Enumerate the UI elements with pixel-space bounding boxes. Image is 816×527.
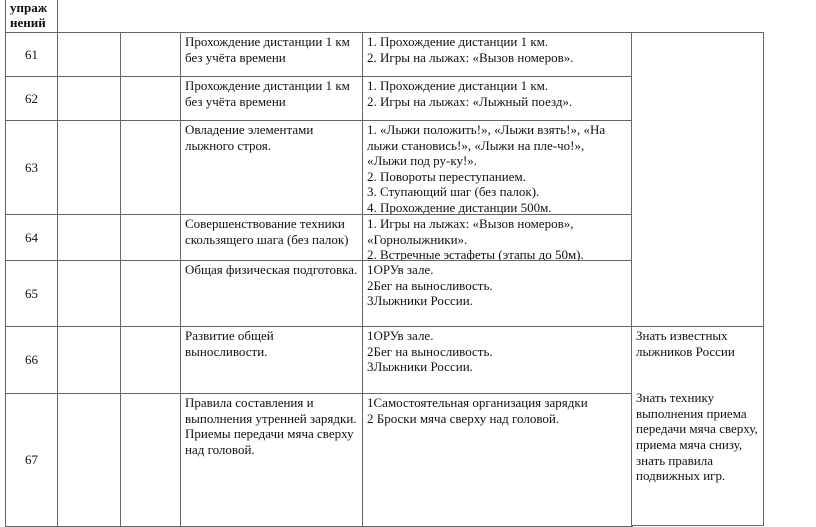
lesson-topic: Развитие общей выносливости. [180, 326, 363, 394]
empty-cell [57, 120, 121, 215]
lesson-topic: Правила составления и выполнения утренне… [180, 393, 363, 527]
empty-cell [120, 326, 181, 394]
row-number: 62 [5, 76, 58, 121]
empty-cell [57, 32, 121, 77]
lesson-content: 1. Игры на лыжах: «Вызов номеров», «Горн… [362, 214, 633, 262]
lesson-topic: Совершенствование техники скользящего ша… [180, 214, 363, 261]
empty-cell [120, 120, 181, 215]
lesson-content: 1. Прохождение дистанции 1 км. 2. Игры н… [362, 76, 633, 121]
lesson-topic: Овладение элементами лыжного строя. [180, 120, 363, 215]
empty-cell [57, 393, 121, 527]
lesson-content: 1ОРУв зале. 2Бег на выносливость. 3Лыжни… [362, 260, 633, 327]
row-number: 64 [5, 214, 58, 261]
row-number: 65 [5, 260, 58, 327]
requirements-cell-66-67: Знать известных лыжников России Знать те… [631, 326, 764, 526]
requirement-66: Знать известных лыжников России [636, 328, 735, 359]
lesson-topic: Прохождение дистанции 1 км без учёта вре… [180, 76, 363, 121]
empty-cell [120, 32, 181, 77]
requirements-cell-empty [631, 32, 764, 327]
lesson-content: 1. «Лыжи положить!», «Лыжи взять!», «На … [362, 120, 633, 215]
requirement-67: Знать технику выполнения приема передачи… [636, 390, 758, 484]
lesson-topic: Общая физическая подготовка. [180, 260, 363, 327]
lesson-content: 1Самостоятельная организация зарядки 2 Б… [362, 393, 633, 527]
empty-cell [57, 76, 121, 121]
lesson-content: 1ОРУв зале. 2Бег на выносливость. 3Лыжни… [362, 326, 633, 394]
lesson-content: 1. Прохождение дистанции 1 км. 2. Игры н… [362, 32, 633, 77]
empty-cell [120, 393, 181, 527]
empty-cell [120, 260, 181, 327]
lesson-topic: Прохождение дистанции 1 км без учёта вре… [180, 32, 363, 77]
empty-cell [57, 260, 121, 327]
empty-cell [120, 214, 181, 261]
row-number: 63 [5, 120, 58, 215]
empty-cell [120, 76, 181, 121]
row-number: 67 [5, 393, 58, 527]
empty-cell [57, 326, 121, 394]
empty-cell [57, 214, 121, 261]
header-exercises: упраж нений [5, 0, 58, 33]
row-number: 61 [5, 32, 58, 77]
row-number: 66 [5, 326, 58, 394]
